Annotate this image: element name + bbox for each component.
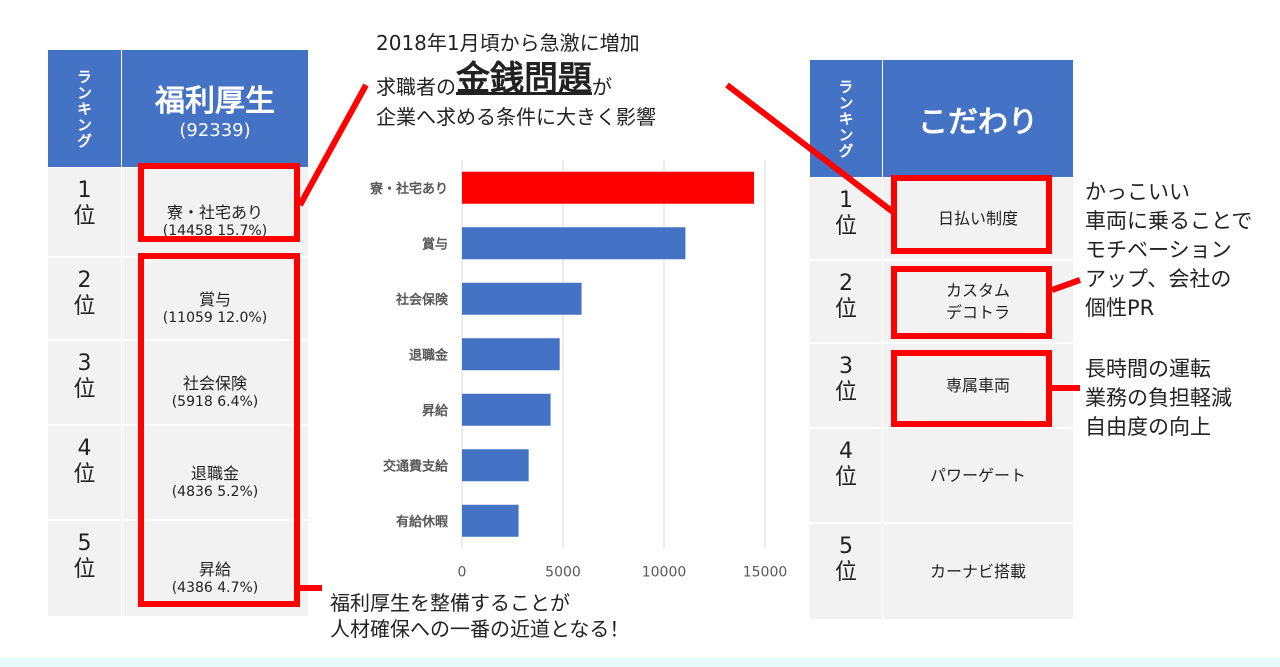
headline-line1: 2018年1月頃から急激に増加 [376, 31, 640, 55]
left-rank-cell: 4 位 [48, 426, 121, 519]
x-tick-label: 15000 [743, 565, 788, 581]
bar [462, 504, 519, 537]
headline: 2018年1月頃から急激に増加 求職者の 金銭問題 が 企業へ求める条件に大きく… [376, 30, 736, 130]
highlight-box-right-1 [891, 175, 1052, 254]
bar [462, 393, 551, 426]
left-title-header: 福利厚生 (92339) [122, 50, 308, 167]
right-item-cell: カーナビ搭載 [883, 524, 1073, 619]
bar [462, 338, 560, 371]
right-item-cell: カスタム デコトラ [883, 261, 1073, 342]
right-item-cell: 専属車両 [883, 344, 1073, 427]
bar [462, 227, 686, 260]
bar [462, 449, 529, 482]
highlight-box-right-3 [891, 350, 1052, 427]
left-total: (92339) [179, 120, 251, 141]
note-bottom: 福利厚生を整備することが 人材確保への一番の近道となる！ [330, 591, 630, 641]
left-rank-cell: 2 位 [48, 258, 121, 339]
right-rank-cell: 2 位 [810, 261, 882, 342]
right-title-header: こだわり [883, 60, 1073, 177]
bar-chart: 0 5000 10000 15000 寮・社宅あり賞与社会保険退職金昇給交通費支給有給休… [369, 160, 788, 581]
left-rank-cell: 5 位 [48, 521, 121, 616]
left-item-cell: 昇給 (4386 4.7%) [122, 521, 308, 616]
left-rank-cell: 1 位 [48, 168, 121, 256]
category-label: 退職金 [409, 347, 449, 363]
right-title: こだわり [918, 104, 1038, 140]
bottom-strip [0, 658, 1280, 667]
headline-line2: 求職者の 金銭問題 が [376, 59, 612, 99]
x-tick-label: 5000 [545, 565, 581, 581]
category-label: 有給休暇 [396, 514, 448, 530]
right-rank-cell: 4 位 [810, 429, 882, 522]
right-rank-cell: 1 位 [810, 178, 882, 259]
left-rank-header: ランキング [48, 50, 121, 167]
category-label: 昇給 [422, 403, 449, 419]
category-label: 賞与 [422, 236, 448, 252]
bar [462, 171, 755, 204]
right-item-cell: 日払い制度 [883, 178, 1073, 259]
highlight-box-left-2-5 [138, 253, 300, 607]
highlight-box-left-1 [138, 163, 300, 242]
category-label: 社会保険 [395, 292, 449, 308]
left-rank-cell: 3 位 [48, 341, 121, 424]
category-label: 寮・社宅あり [369, 181, 448, 197]
left-item-cell: 退職金 (4836 5.2%) [122, 426, 308, 519]
note-right-1: かっこいい 車両に乗ることで モチベーション アップ、会社の 個性PR [1085, 180, 1253, 320]
right-rank-cell: 3 位 [810, 344, 882, 427]
right-rank-header: ランキング [810, 60, 882, 177]
left-item-cell: 賞与 (11059 12.0%) [122, 258, 308, 339]
category-label: 交通費支給 [383, 458, 449, 474]
right-item-cell: パワーゲート [883, 429, 1073, 522]
x-tick-label: 10000 [642, 565, 687, 581]
highlight-box-right-2 [891, 266, 1052, 339]
left-item-cell: 社会保険 (5918 6.4%) [122, 341, 308, 424]
left-title: 福利厚生 [155, 84, 275, 119]
headline-line3: 企業へ求める条件に大きく影響 [376, 105, 656, 129]
right-rank-cell: 5 位 [810, 524, 882, 619]
headline-emphasis: 金銭問題 [456, 59, 592, 99]
note-right-2: 長時間の運転 業務の負担軽減 自由度の向上 [1085, 357, 1232, 439]
bar [462, 282, 582, 315]
x-tick-label: 0 [458, 565, 467, 581]
